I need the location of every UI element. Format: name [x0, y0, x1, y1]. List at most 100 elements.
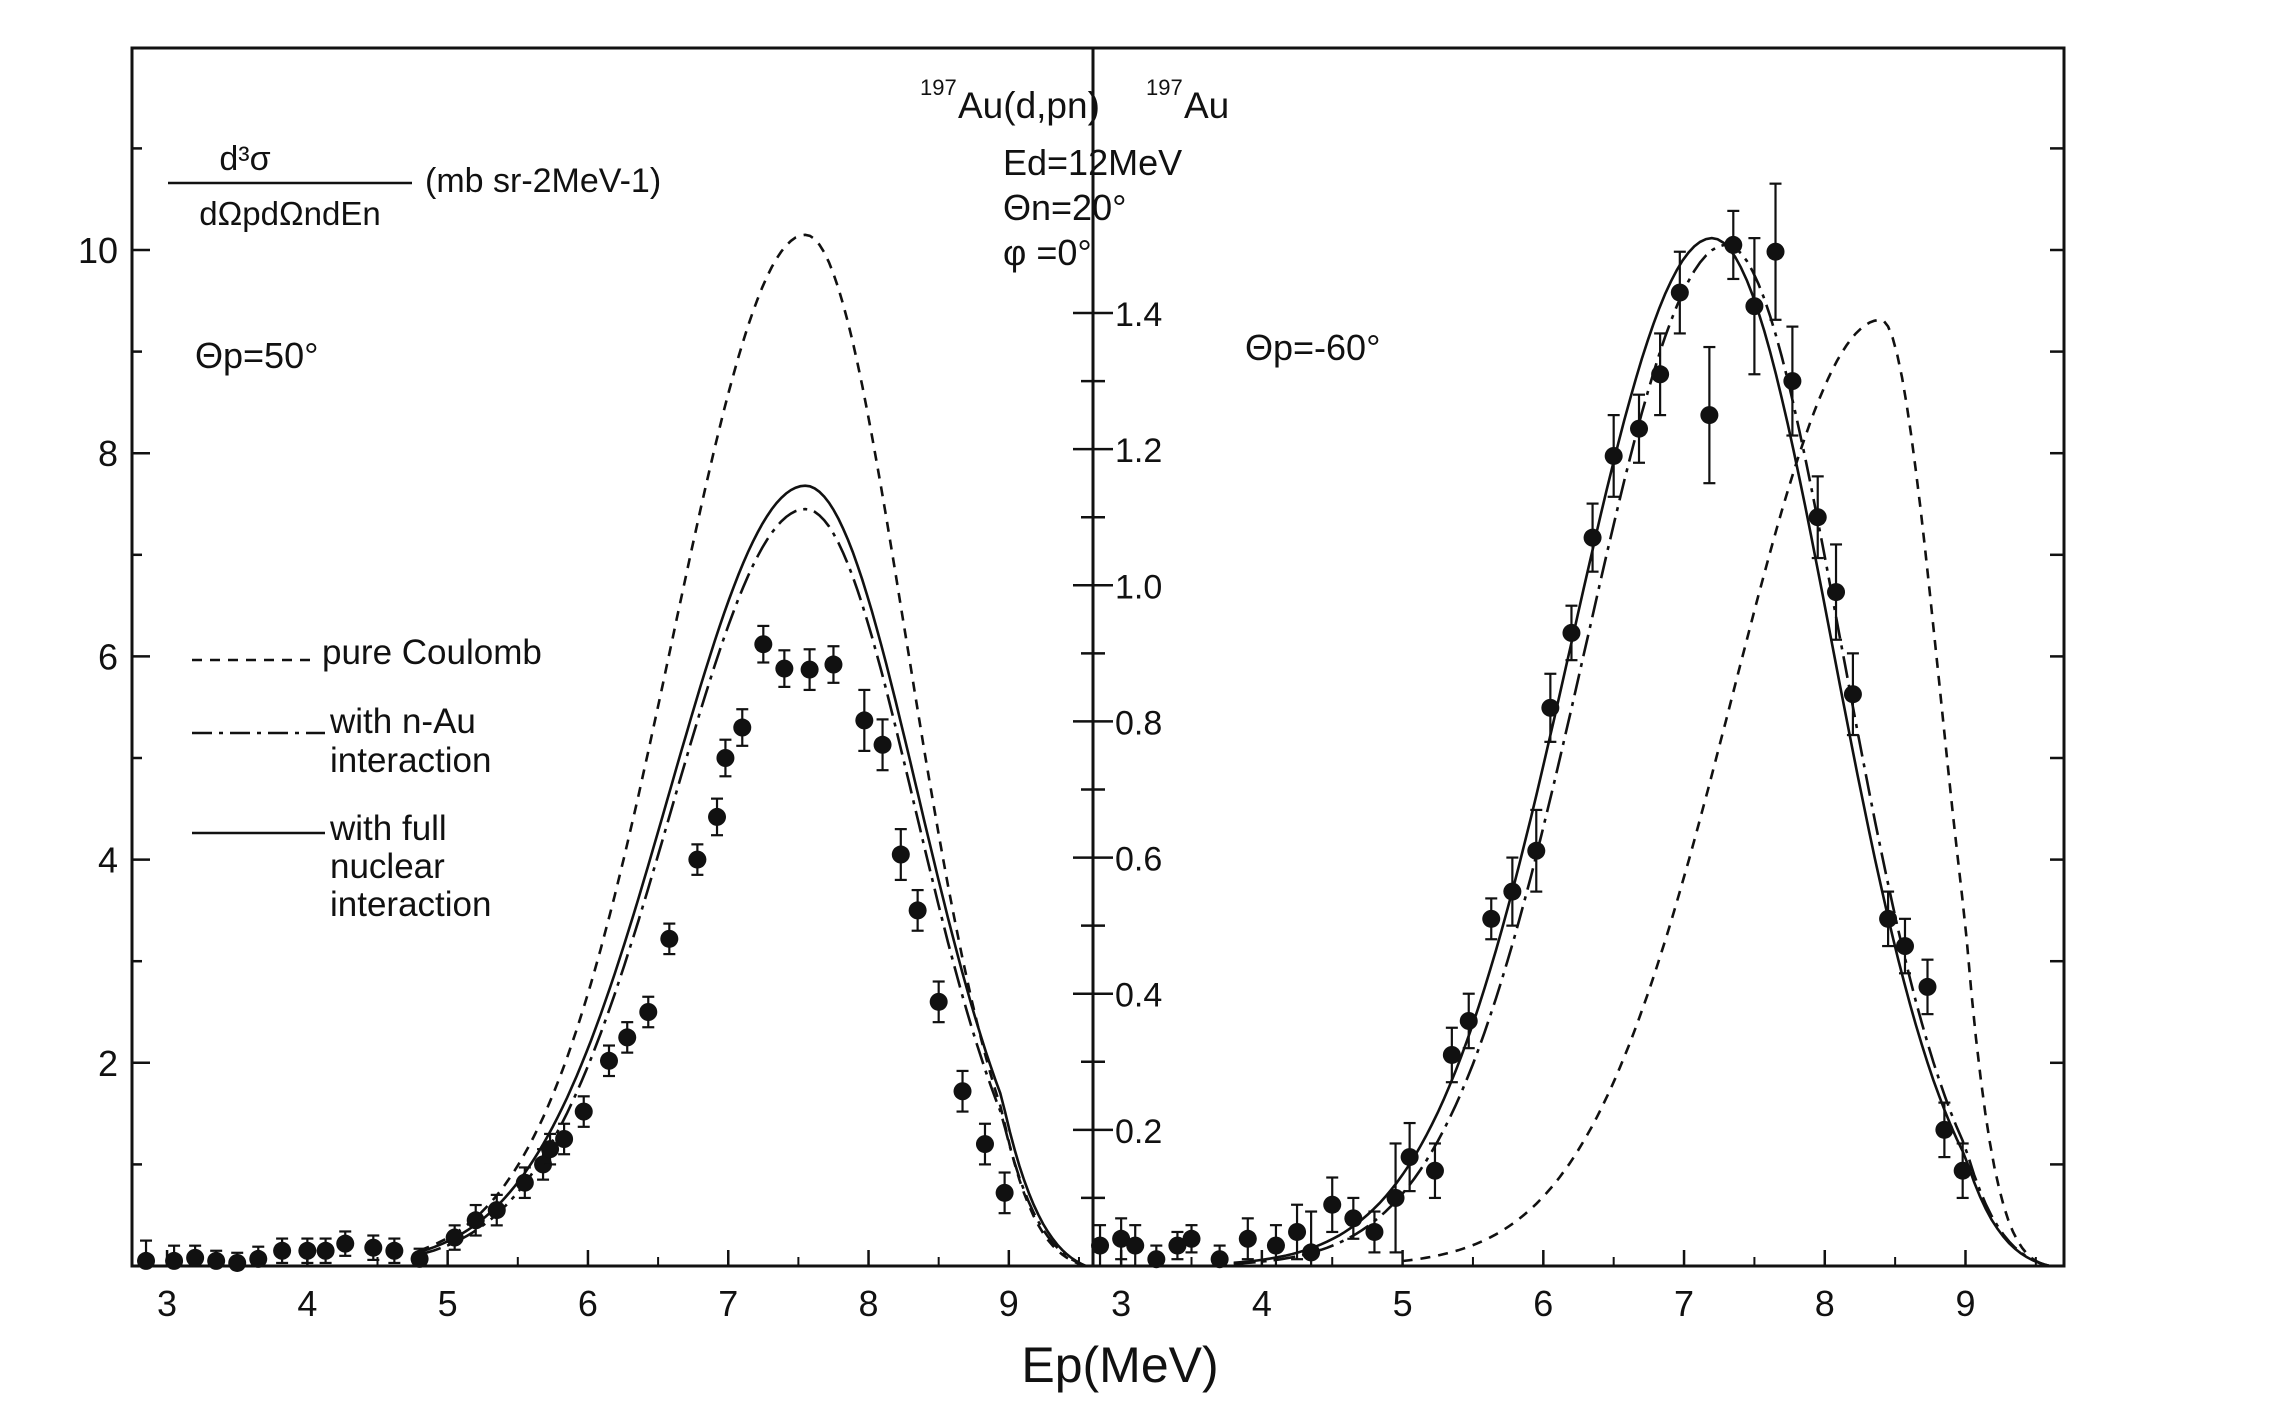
- data-point: [708, 807, 727, 826]
- data-point: [953, 1082, 972, 1101]
- curve-solid: [419, 484, 1087, 1268]
- y-tick-label-right: 1.4: [1115, 296, 1162, 334]
- y-tick-label-right: 0.4: [1115, 977, 1162, 1015]
- data-point: [1365, 1222, 1384, 1241]
- data-point: [1918, 977, 1937, 996]
- curve-dashdot: [1233, 243, 2051, 1268]
- x-tick-label: 5: [1393, 1283, 1413, 1324]
- data-point: [364, 1238, 383, 1257]
- y-tick-label-right: 0.6: [1115, 841, 1162, 879]
- x-tick-label: 6: [1533, 1283, 1553, 1324]
- x-tick-label: 9: [1955, 1283, 1975, 1324]
- legend-label-n-au-1: with n-Au: [329, 702, 476, 741]
- data-point: [1583, 528, 1602, 547]
- data-point: [336, 1234, 355, 1253]
- data-point: [1323, 1195, 1342, 1214]
- data-point: [775, 659, 794, 678]
- right-axes: 3 4 5 6 7 8 9 0.2 0.4 0.6 0.8 1.0 1.2 1.4: [1073, 296, 2037, 1324]
- deuteron-energy: Ed=12MeV: [1003, 142, 1182, 183]
- left-axes: 3 4 5 6 7 8 9 2 4 6 8 10: [78, 147, 2064, 1324]
- data-point: [534, 1155, 553, 1174]
- data-point: [1266, 1236, 1285, 1255]
- data-point: [273, 1241, 292, 1260]
- curve-solid: [1233, 236, 2051, 1268]
- data-point: [466, 1211, 485, 1230]
- data-point: [754, 635, 773, 654]
- x-tick-label: 3: [1111, 1283, 1131, 1324]
- data-point: [541, 1140, 560, 1159]
- theta-n: Θn=20°: [1003, 187, 1127, 228]
- data-point: [1210, 1250, 1229, 1269]
- data-point: [1442, 1045, 1461, 1064]
- x-tick-label: 7: [1674, 1283, 1694, 1324]
- left-curves: [419, 233, 1087, 1268]
- x-tick-label: 4: [1252, 1283, 1272, 1324]
- data-point: [1879, 909, 1898, 928]
- y-tick-label-left: 6: [98, 636, 118, 677]
- curve-dashdot: [419, 507, 1087, 1268]
- data-point: [1630, 419, 1649, 438]
- phi-angle: φ =0°: [1003, 232, 1092, 273]
- data-point: [1745, 297, 1764, 316]
- data-point: [385, 1241, 404, 1260]
- data-point: [891, 845, 910, 864]
- data-point: [1344, 1209, 1363, 1228]
- data-point: [1386, 1188, 1405, 1207]
- data-point: [165, 1251, 184, 1270]
- data-point: [316, 1241, 335, 1260]
- data-point: [1604, 446, 1623, 465]
- x-tick-label: 4: [297, 1283, 317, 1324]
- data-point: [555, 1130, 574, 1148]
- data-point: [487, 1201, 506, 1220]
- data-point: [1112, 1229, 1131, 1248]
- data-point: [824, 655, 843, 674]
- right-data-points: [1091, 182, 1972, 1269]
- data-point: [445, 1228, 464, 1247]
- data-point: [1700, 406, 1719, 425]
- data-point: [515, 1173, 534, 1192]
- ylabel-denominator: dΩpdΩndEn: [199, 195, 380, 232]
- y-tick-label-left: 4: [98, 840, 118, 881]
- reaction-core: Au(d,pn): [958, 85, 1100, 126]
- data-point: [1503, 882, 1522, 901]
- data-point: [1459, 1011, 1478, 1030]
- data-point: [186, 1248, 205, 1267]
- data-point: [1541, 698, 1560, 717]
- data-point: [137, 1251, 156, 1270]
- data-point: [1766, 242, 1785, 261]
- data-point: [618, 1028, 637, 1047]
- data-point: [1425, 1161, 1444, 1180]
- legend-label-full-1: with full: [329, 809, 447, 848]
- reaction-mass-superscript-2: 197: [1146, 75, 1183, 100]
- data-point: [1670, 283, 1689, 302]
- left-data-points: [137, 624, 1014, 1272]
- data-point: [1288, 1222, 1307, 1241]
- x-tick-label: 8: [859, 1283, 879, 1324]
- y-tick-label-left: 2: [98, 1043, 118, 1084]
- data-point: [1935, 1120, 1954, 1139]
- reaction-mass-superscript: 197: [920, 75, 957, 100]
- data-point: [1126, 1236, 1145, 1255]
- reaction-product: Au: [1184, 85, 1229, 126]
- x-tick-label: 9: [999, 1283, 1019, 1324]
- data-point: [1400, 1148, 1419, 1167]
- data-point: [929, 992, 948, 1011]
- legend-label-full-2: nuclear: [330, 847, 445, 886]
- right-curves: [1233, 236, 2051, 1268]
- data-point: [733, 718, 752, 737]
- data-point: [660, 929, 679, 948]
- data-point: [975, 1135, 994, 1154]
- legend-label-n-au-2: interaction: [330, 741, 491, 780]
- y-tick-label-left: 8: [98, 433, 118, 474]
- data-point: [1147, 1250, 1166, 1269]
- legend: pure Coulomb with n-Au interaction with …: [192, 633, 542, 924]
- legend-label-coulomb: pure Coulomb: [322, 633, 542, 672]
- x-axis-label: Ep(MeV): [1021, 1337, 1218, 1393]
- ylabel-numerator: d³σ: [219, 140, 270, 178]
- data-point: [908, 901, 927, 920]
- x-tick-label: 6: [578, 1283, 598, 1324]
- data-point: [1238, 1229, 1257, 1248]
- data-point: [1843, 685, 1862, 704]
- legend-label-full-3: interaction: [330, 885, 491, 924]
